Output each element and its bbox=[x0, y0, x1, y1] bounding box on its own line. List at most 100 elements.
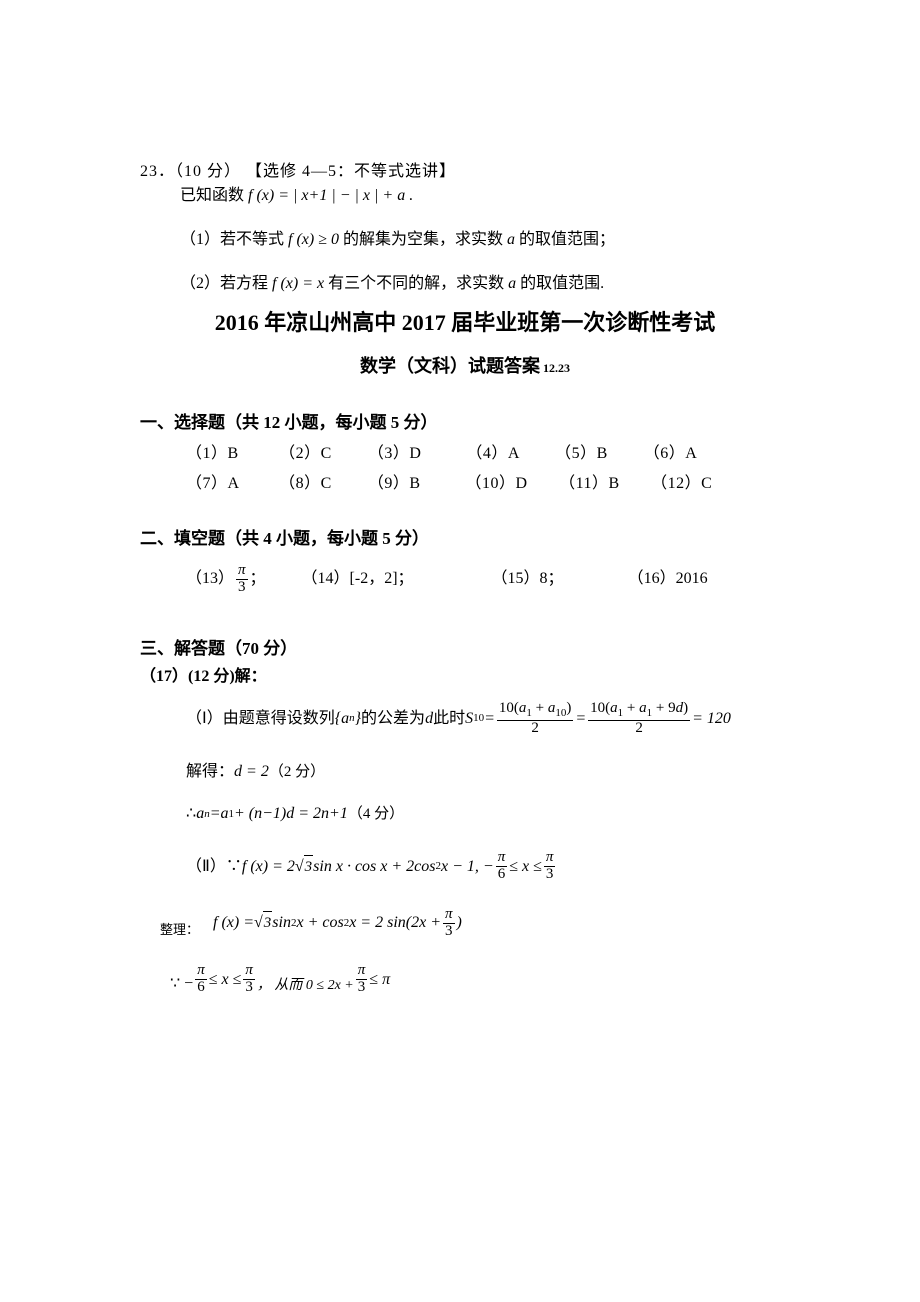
p3-var: a bbox=[196, 802, 204, 826]
p4-fr2-num: π bbox=[544, 850, 556, 866]
p1-frac1: 10(a1 + a10) 2 bbox=[497, 701, 573, 736]
p6-frac3: π 3 bbox=[356, 963, 368, 996]
q17-p1-cur: 此时 bbox=[433, 707, 465, 731]
q17-part2-line1: （Ⅱ）∵ f (x) = 2 √3 sin x · cos x + 2cos2 … bbox=[186, 850, 790, 883]
p3-pts: （4 分） bbox=[348, 803, 404, 826]
p1-frac2-num: 10(a1 + a1 + 9d) bbox=[588, 701, 690, 720]
p6-mid1: ≤ x ≤ bbox=[209, 968, 242, 992]
p2-eq: d = 2 bbox=[234, 760, 269, 784]
p5-sqrt: 3 bbox=[263, 911, 273, 935]
q23-part1: （1）若不等式 f (x) ≥ 0 的解集为空集，求实数 a 的取值范围； bbox=[180, 228, 790, 252]
p4-f: f (x) = 2 bbox=[242, 855, 295, 879]
q17-part1-line1: （Ⅰ）由题意得设数列 {an} 的公差为 d 此时 S10 = 10(a1 + … bbox=[186, 701, 790, 736]
section-2-title: 二、填空题（共 4 小题，每小题 5 分） bbox=[140, 526, 790, 552]
fill-13-den: 3 bbox=[236, 580, 248, 596]
p3-eq: = bbox=[210, 802, 221, 826]
p1-eq3: = 120 bbox=[692, 707, 731, 731]
p1f2a: 10( bbox=[590, 700, 610, 716]
answer-key-title: 2016 年凉山州高中 2017 届毕业班第一次诊断性考试 bbox=[140, 306, 790, 339]
q23-func-expr: f (x) = | x+1 | − | x | + a . bbox=[248, 187, 413, 204]
p4-mid1: sin x · cos x + 2cos bbox=[313, 855, 435, 879]
q23-p2-suffix: 有三个不同的解，求实数 bbox=[324, 275, 508, 292]
section-3-title: 三、解答题（70 分） bbox=[140, 636, 790, 662]
p1f1e: ) bbox=[566, 700, 571, 716]
p5-mid3: x = 2 sin(2x + bbox=[349, 911, 441, 935]
q23-part2: （2）若方程 f (x) = x 有三个不同的解，求实数 a 的取值范围. bbox=[180, 272, 790, 296]
p1-eq2: = bbox=[575, 707, 586, 731]
p4-mid2: x − 1, − bbox=[441, 855, 494, 879]
p4-fr-den: 6 bbox=[496, 867, 508, 883]
fill-13: （13） π 3 ； bbox=[186, 563, 266, 596]
p1-eq1: = bbox=[484, 707, 495, 731]
fill-14: （14）[-2，2]； bbox=[302, 567, 414, 591]
subject-text: 数学（文科）试题答案 bbox=[360, 356, 540, 376]
fill-13-label: （13） bbox=[186, 567, 234, 591]
p1f1c: + bbox=[532, 700, 548, 716]
q23-p1-tail: 的取值范围； bbox=[515, 231, 615, 248]
q23-func: 已知函数 f (x) = | x+1 | − | x | + a . bbox=[180, 184, 790, 208]
p6-tail: ≤ π bbox=[369, 968, 390, 992]
answer-key-subtitle: 数学（文科）试题答案 12.23 bbox=[140, 353, 790, 380]
p5-mid2: x + cos bbox=[296, 911, 343, 935]
p5-fr-num: π bbox=[443, 907, 455, 923]
sqrt-icon: √3 bbox=[295, 855, 313, 879]
section-1-title: 一、选择题（共 12 小题，每小题 5 分） bbox=[140, 410, 790, 436]
p6-fr3-den: 3 bbox=[356, 980, 368, 996]
p1f2e: + 9 bbox=[652, 700, 675, 716]
p2-pts: （2 分） bbox=[269, 761, 325, 784]
p3-rest: + (n−1)d = 2n+1 bbox=[234, 802, 348, 826]
p6-sym: ∵ − bbox=[170, 972, 193, 996]
p1f2c: + bbox=[623, 700, 639, 716]
p5-close: ) bbox=[457, 911, 462, 935]
p5-mid1: sin bbox=[272, 911, 291, 935]
q23-p2-var: a bbox=[508, 275, 516, 292]
date-text: 12.23 bbox=[540, 361, 570, 375]
p4-frac1: π 6 bbox=[496, 850, 508, 883]
p6-conj: ， 从而 0 ≤ 2x + bbox=[257, 975, 354, 996]
q23-p2-expr: f (x) = x bbox=[272, 275, 324, 292]
p6-fr3-num: π bbox=[356, 963, 368, 979]
q17-p1-mid: 的公差为 bbox=[361, 707, 425, 731]
p1-S-sub: 10 bbox=[473, 710, 484, 727]
mc-answers-row-2: （7）A （8）C （9）B （10）D （11）B （12）C bbox=[186, 472, 790, 496]
q23-p1-var: a bbox=[507, 231, 515, 248]
q17-part1-line2: 解得： d = 2 （2 分） bbox=[186, 760, 790, 784]
q17-p1-lead: （Ⅰ）由题意得设数列 bbox=[186, 707, 335, 731]
fill-13-suffix: ； bbox=[250, 567, 266, 591]
p6-fr2-num: π bbox=[243, 963, 255, 979]
q23-p1-prefix: （1）若不等式 bbox=[180, 231, 288, 248]
p1-frac2: 10(a1 + a1 + 9d) 2 bbox=[588, 701, 690, 736]
fill-answers: （13） π 3 ； （14）[-2，2]； （15）8； （16）2016 bbox=[186, 563, 790, 596]
fill-13-num: π bbox=[236, 563, 248, 579]
p6-fr1-den: 6 bbox=[195, 980, 207, 996]
p6-frac1: π 6 bbox=[195, 963, 207, 996]
p6-fr2-den: 3 bbox=[243, 980, 255, 996]
fill-15: （15）8； bbox=[492, 567, 564, 591]
p1f1ds: 10 bbox=[555, 707, 566, 719]
p6-fr1-num: π bbox=[195, 963, 207, 979]
page: 23．（10 分） 【选修 4—5：不等式选讲】 已知函数 f (x) = | … bbox=[0, 0, 920, 1302]
p4-sqrt: 3 bbox=[304, 855, 314, 879]
p1-frac2-den: 2 bbox=[633, 721, 645, 737]
p1f1a: 10( bbox=[499, 700, 519, 716]
p1f2b: a bbox=[610, 700, 618, 716]
p2-lead: 解得： bbox=[186, 760, 234, 784]
p1-frac1-den: 2 bbox=[529, 721, 541, 737]
p4-fr2-den: 3 bbox=[544, 867, 556, 883]
q23-p2-tail: 的取值范围. bbox=[516, 275, 604, 292]
p1-dvar: d bbox=[425, 707, 433, 731]
fill-13-frac: π 3 bbox=[236, 563, 248, 596]
p1f2d: a bbox=[639, 700, 647, 716]
q17-title: （17）(12 分)解： bbox=[140, 665, 790, 689]
p1-frac1-num: 10(a1 + a10) bbox=[497, 701, 573, 720]
q23-header: 23．（10 分） 【选修 4—5：不等式选讲】 bbox=[140, 160, 790, 184]
fill-16: （16）2016 bbox=[628, 567, 708, 591]
p1-S: S bbox=[465, 707, 473, 731]
p4-frac2: π 3 bbox=[544, 850, 556, 883]
q23-func-prefix: 已知函数 bbox=[180, 187, 248, 204]
p4-lead: （Ⅱ）∵ bbox=[186, 855, 242, 879]
p5-lead: 整理： bbox=[160, 920, 199, 940]
p4-fr-num: π bbox=[496, 850, 508, 866]
p6-frac2: π 3 bbox=[243, 963, 255, 996]
set-var: a bbox=[341, 707, 349, 731]
